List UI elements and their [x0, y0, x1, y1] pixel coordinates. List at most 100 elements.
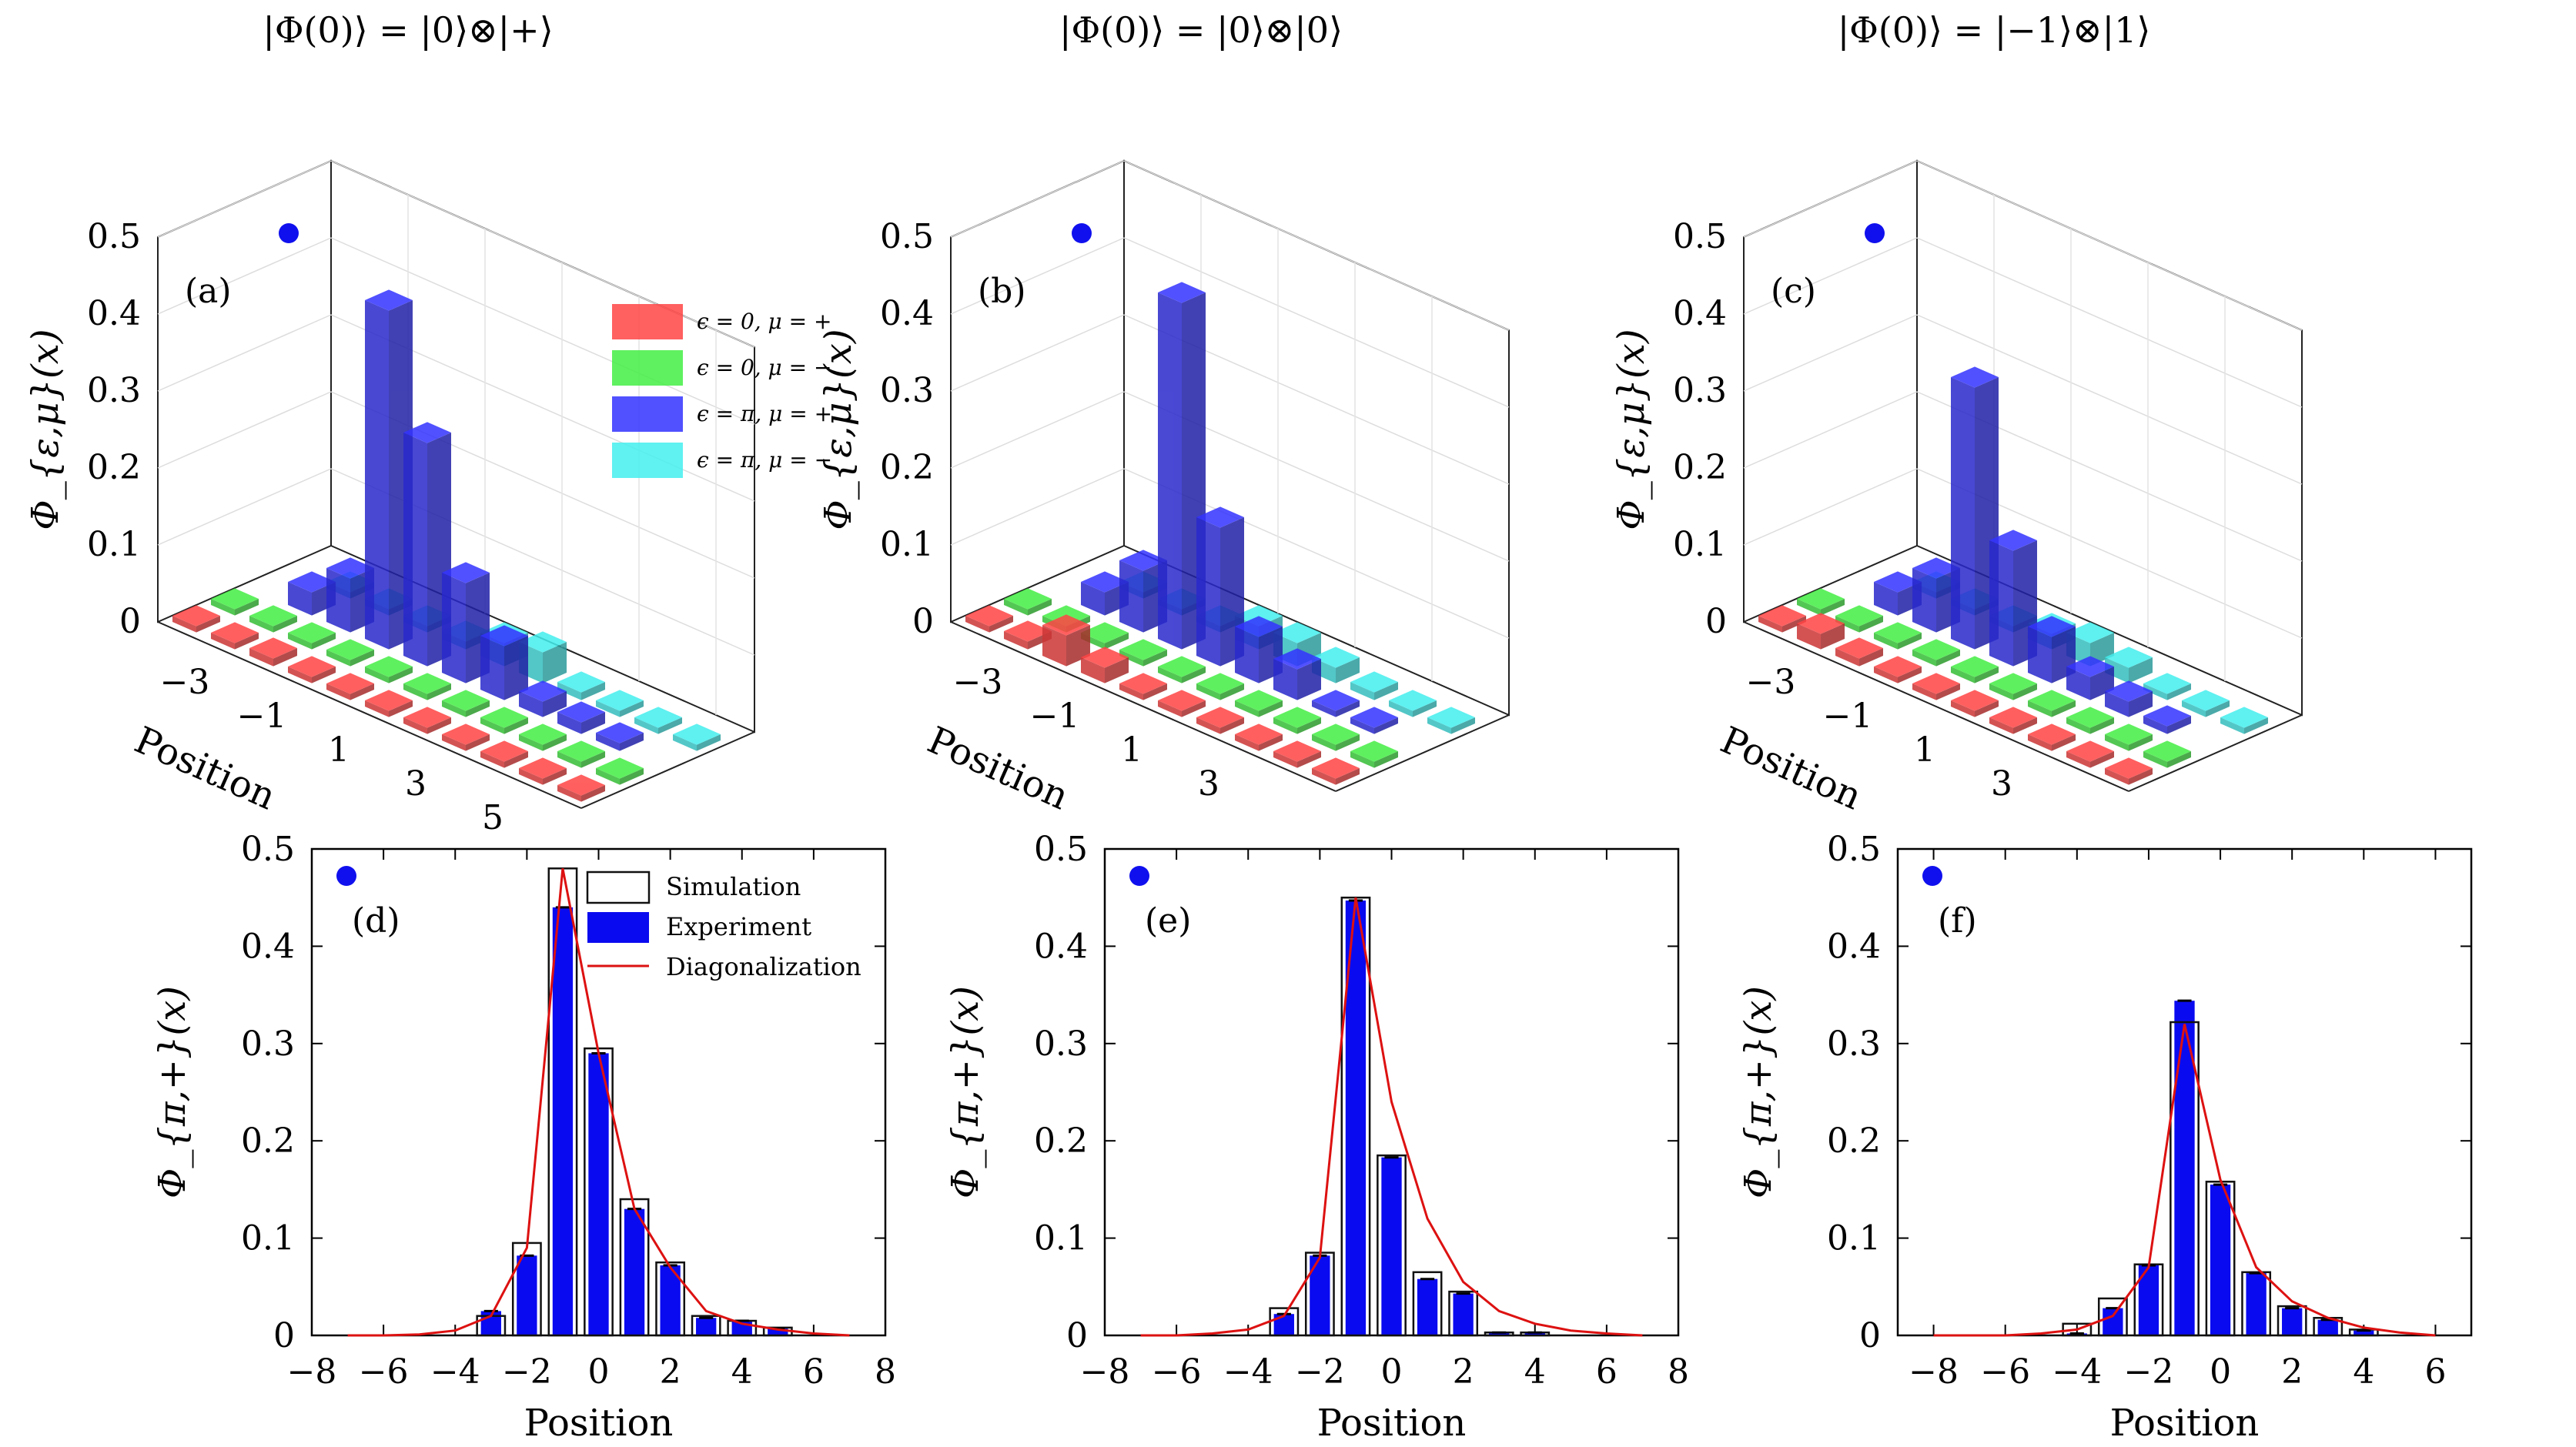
bar-side-face — [2013, 683, 2037, 700]
bar-3d — [1389, 690, 1437, 717]
x-tick-label: 4 — [2353, 1352, 2374, 1392]
bar-3d — [480, 740, 528, 768]
bar-side-face — [1182, 667, 1206, 683]
x-tick-label: −2 — [502, 1352, 552, 1392]
bar-3d — [403, 673, 451, 700]
bar-front-face — [326, 568, 350, 633]
bar-top-face — [2105, 724, 2153, 745]
panel-marker — [1072, 223, 1092, 243]
bar-side-face — [1898, 667, 1922, 683]
bar-side-face — [581, 712, 605, 734]
bar-front-face — [442, 700, 466, 717]
bar-3d — [2066, 707, 2114, 734]
simulation-bar — [2097, 1297, 2128, 1337]
bar-top-face — [1004, 620, 1052, 642]
bar-top-face — [519, 724, 567, 745]
diagonalization-curve — [1933, 1024, 2436, 1337]
bar-top-face — [2066, 707, 2114, 728]
x-tick-label: −3 — [160, 663, 210, 702]
gridline-left — [157, 237, 332, 315]
bar-side-face — [2244, 717, 2268, 734]
gridline-left — [950, 237, 1125, 315]
bar-front-face — [2182, 700, 2206, 717]
bar-3d — [2028, 690, 2076, 717]
experiment-bar — [552, 907, 574, 1335]
bar-top-face — [326, 673, 374, 694]
bar-top-face — [288, 571, 336, 593]
bar-front-face — [1196, 717, 1220, 734]
bar-side-face — [466, 734, 490, 751]
bar-front-face — [1235, 734, 1259, 751]
bar-top-face — [249, 605, 297, 627]
legend-swatch-experiment — [587, 912, 649, 943]
bar-front-face — [403, 433, 427, 667]
bar-top-face — [1874, 571, 1922, 593]
bar-top-face — [480, 625, 528, 647]
bar-front-face — [288, 667, 312, 683]
simulation-bar — [2277, 1305, 2307, 1337]
bar-top-face — [288, 622, 336, 643]
bar-3d — [965, 605, 1013, 633]
panel-label: (e) — [1145, 901, 1191, 941]
simulation-bar — [691, 1315, 721, 1337]
bar-top-face — [211, 622, 259, 643]
bar-front-face — [1797, 599, 1821, 616]
bar-top-face — [2182, 690, 2230, 711]
bar-3d — [519, 680, 567, 717]
x-tick-label: −8 — [287, 1352, 337, 1392]
bar-side-face — [1821, 599, 1845, 616]
bar-top-face — [1835, 637, 1883, 659]
bar-side-face — [504, 717, 528, 734]
x-tick-label: −1 — [237, 697, 287, 736]
bar-front-face — [1874, 667, 1898, 683]
panel-title: |Φ(0)⟩ = |0⟩⊗|0⟩ — [1059, 9, 1343, 51]
bar-front-face — [2028, 700, 2052, 717]
bar-3d — [1158, 690, 1206, 717]
x-tick-label: −6 — [1980, 1352, 2030, 1392]
bar-front-face — [1196, 517, 1220, 667]
y-tick-label: 0.1 — [241, 1219, 295, 1258]
bar-3d — [2220, 707, 2268, 734]
bar-top-face — [1951, 656, 1999, 677]
bar-front-face — [1081, 657, 1105, 683]
bar-3d — [2028, 616, 2076, 683]
y-tick-label: 0.3 — [241, 1024, 295, 1064]
bar-top-face — [1989, 673, 2037, 694]
x-tick-label: −1 — [1030, 697, 1080, 736]
bar-front-face — [1273, 659, 1297, 700]
bar-top-face — [2066, 656, 2114, 677]
legend-label: Experiment — [666, 912, 811, 941]
y-axis-label: Φ_{π,+}(x) — [151, 986, 194, 1198]
bar-front-face — [326, 683, 350, 700]
bar-front-face — [1312, 734, 1336, 751]
bar-3d — [1158, 656, 1206, 683]
x-axis-label: Position — [2110, 1402, 2260, 1445]
bar-front-face — [2066, 717, 2090, 734]
bar-front-face — [1235, 627, 1259, 683]
z-tick-label: 0.5 — [1673, 217, 1727, 256]
x-tick-label: −2 — [1295, 1352, 1345, 1392]
bar-3d — [596, 722, 644, 751]
bar-side-face — [543, 734, 567, 751]
bar-top-face — [1312, 690, 1360, 711]
diagonalization-curve — [347, 868, 850, 1337]
bar-top-face — [1912, 639, 1960, 660]
bar-side-face — [543, 768, 567, 785]
z-tick-label: 0.3 — [87, 371, 141, 410]
bar-3d — [1951, 690, 1999, 717]
bar-3d — [442, 562, 490, 683]
bar-top-face — [519, 757, 567, 779]
bar-3d — [557, 774, 605, 802]
bar-top-face — [1119, 639, 1167, 660]
bar-3d — [557, 740, 605, 768]
bar-3d — [1350, 671, 1398, 700]
gridline-back — [1916, 160, 2303, 331]
bar-top-face — [2028, 724, 2076, 745]
z-tick-label: 0.1 — [880, 525, 934, 564]
bar-front-face — [2105, 768, 2129, 785]
bar-front-face — [2220, 717, 2244, 734]
bar-front-face — [1951, 377, 1975, 650]
bar-3d — [1912, 639, 1960, 667]
x-tick-label: −4 — [1223, 1352, 1273, 1392]
